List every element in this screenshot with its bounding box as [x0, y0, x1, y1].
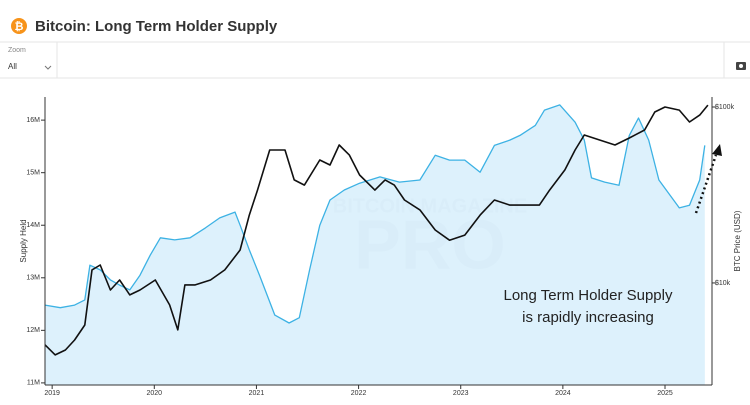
line — [44, 104, 709, 356]
x-tick-label: 2020 — [147, 390, 163, 397]
area — [45, 104, 705, 386]
y-tick-label: 11M — [27, 380, 40, 387]
page-title: Bitcoin: Long Term Holder Supply — [35, 18, 278, 35]
y-axis-label: Supply Held — [19, 219, 28, 262]
y-tick-label: 12M — [26, 327, 40, 334]
plot: BITCOIN MAGAZINEPRO11M12M13M14M15M16M$10… — [19, 97, 742, 397]
annotation: Long Term Holder Supply — [504, 287, 673, 304]
x-tick-label: 2023 — [453, 390, 469, 397]
zoom-value[interactable]: All — [8, 62, 17, 71]
camera-lens[interactable] — [739, 64, 743, 68]
x-tick-label: 2022 — [351, 390, 367, 397]
y-tick-label: 16M — [26, 117, 40, 124]
line — [44, 104, 706, 324]
annotation-arrow — [694, 154, 718, 214]
camera-button[interactable] — [736, 62, 746, 70]
bitcoin-icon — [11, 18, 27, 34]
x-tick-label: 2019 — [44, 390, 60, 397]
bitcoin-symbol: ₿ — [15, 21, 24, 33]
arrow-head — [712, 144, 722, 156]
y2-tick-label: $100k — [715, 104, 735, 111]
annotation: is rapidly increasing — [522, 309, 654, 326]
y2-tick-label: $10k — [715, 280, 731, 287]
zoom-label: Zoom — [8, 47, 26, 54]
dropdown-caret[interactable] — [44, 65, 52, 70]
x-tick-label: 2024 — [555, 390, 571, 397]
x-tick-label: 2025 — [657, 390, 673, 397]
x-tick-label: 2021 — [249, 390, 265, 397]
y2-axis-label: BTC Price (USD) — [733, 210, 742, 271]
y-tick-label: 14M — [26, 222, 40, 229]
y-tick-label: 15M — [26, 170, 40, 177]
y-tick-label: 13M — [26, 275, 40, 282]
zoom-dropdown[interactable]: All — [8, 62, 52, 71]
